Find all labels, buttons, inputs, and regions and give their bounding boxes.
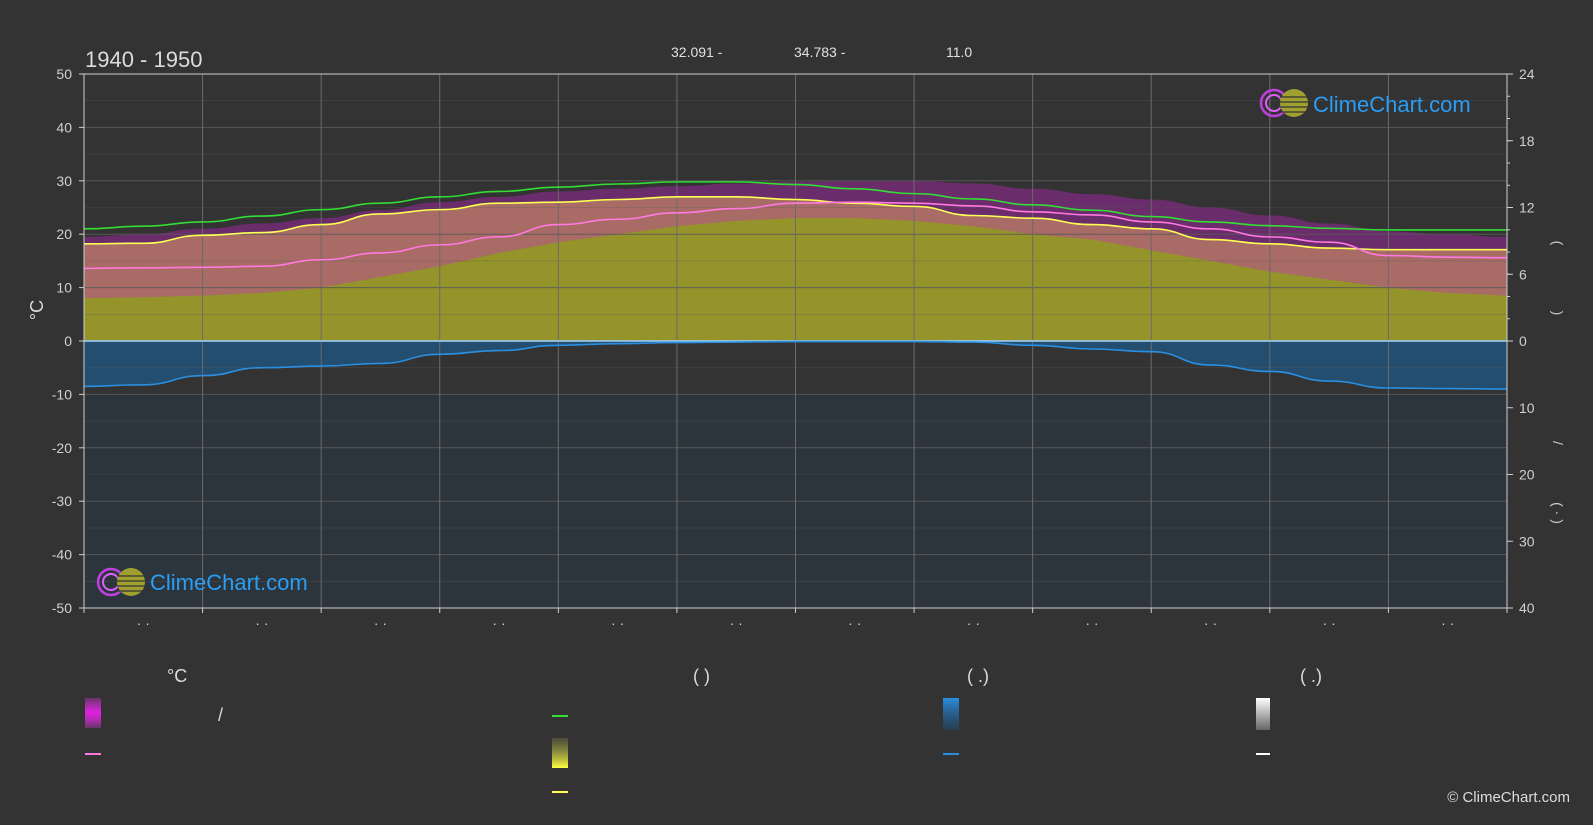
right-axis-char-2: ) <box>1550 311 1566 316</box>
legend-col1-head: °C <box>167 666 187 686</box>
right-tick-label: 30 <box>1519 533 1535 549</box>
header-stat-3: 11.0 <box>946 44 972 60</box>
month-markers: · · · · · · · · · · · · · · · · · · · · · · · · <box>83 608 1508 631</box>
left-tick-label: 0 <box>64 333 72 349</box>
month-label: · · <box>967 615 980 631</box>
legend-swatch-temp-range <box>85 698 101 728</box>
chart-lines <box>83 181 1508 390</box>
left-tick-label: 50 <box>56 66 72 82</box>
logo-bottom-left[interactable]: ClimeChart.com <box>96 567 308 597</box>
period-title: 1940 - 1950 <box>85 47 202 72</box>
rain-line <box>83 340 1508 390</box>
month-label: · · <box>492 615 505 631</box>
right-tick-label: 0 <box>1519 333 1527 349</box>
left-tick-label: 30 <box>56 173 72 189</box>
logo-icon <box>1259 88 1308 118</box>
sunshine-line <box>83 196 1507 251</box>
legend-col2-head: ( ) <box>693 666 710 686</box>
right-tick-label: 20 <box>1519 467 1535 483</box>
right-tick-label: 40 <box>1519 600 1535 616</box>
header-stat-1: 32.091 - <box>671 44 723 60</box>
left-tick-label: -20 <box>52 440 72 456</box>
copyright: © ClimeChart.com <box>1447 789 1570 806</box>
month-label: · · <box>255 615 268 631</box>
left-axis-unit: °C <box>27 300 47 320</box>
legend-col4-head: ( .) <box>1300 666 1322 686</box>
right-tick-label: 10 <box>1519 400 1535 416</box>
month-label: · · <box>611 615 624 631</box>
month-label: · · <box>730 615 743 631</box>
month-label: · · <box>848 615 861 631</box>
month-label: · · <box>1441 615 1454 631</box>
right-axis-char-4: ( · ) <box>1550 502 1566 524</box>
right-tick-label: 18 <box>1519 133 1535 149</box>
legend-swatch-sunshine <box>552 738 568 768</box>
left-tick-label: 10 <box>56 280 72 296</box>
left-tick-label: 20 <box>56 226 72 242</box>
logo-label: ClimeChart.com <box>1313 92 1471 117</box>
logo-label: ClimeChart.com <box>150 570 308 595</box>
right-tick-label: 24 <box>1519 66 1535 82</box>
left-tick-label: 40 <box>56 119 72 135</box>
month-label: · · <box>1085 615 1098 631</box>
logo-top-right[interactable]: ClimeChart.com <box>1259 88 1471 118</box>
left-tick-label: -10 <box>52 386 72 402</box>
grid <box>84 73 1507 609</box>
left-tick-label: -50 <box>52 600 72 616</box>
legend: °C ( ) ( .) ( .) <box>85 666 1322 793</box>
right-axis-char-3: / <box>1550 441 1566 445</box>
logo-icon <box>96 567 145 597</box>
right-tick-label: 6 <box>1519 266 1527 282</box>
legend-col3-head: ( .) <box>967 666 989 686</box>
legend-swatch-snow <box>1256 698 1270 730</box>
right-axis-char-1: ( <box>1550 241 1566 246</box>
right-tick-label: 12 <box>1519 200 1535 216</box>
legend-col1-slash: / <box>218 705 223 725</box>
mean_temp-line <box>83 201 1508 270</box>
header-stat-2: 34.783 - <box>794 44 846 60</box>
month-label: · · <box>137 615 150 631</box>
left-tick-label: -30 <box>52 493 72 509</box>
legend-swatch-rain <box>943 698 959 730</box>
month-label: · · <box>374 615 387 631</box>
month-label: · · <box>1323 615 1336 631</box>
daylight-line <box>83 181 1507 231</box>
month-label: · · <box>1204 615 1217 631</box>
left-tick-label: -40 <box>52 547 72 563</box>
